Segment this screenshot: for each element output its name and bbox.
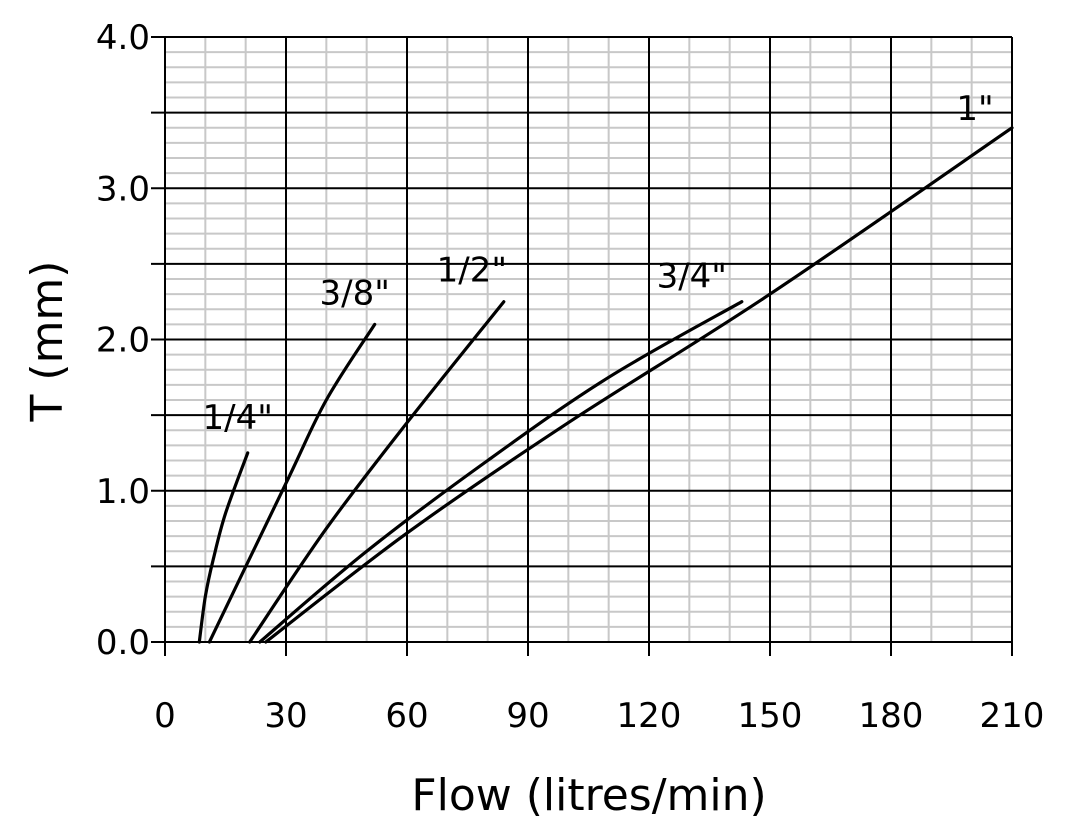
y-tick-label: 4.0 — [96, 18, 150, 58]
series-line-one-inch — [264, 126, 1014, 644]
major-gridlines — [151, 36, 1013, 656]
series-lines — [197, 126, 1014, 644]
y-tick-label: 1.0 — [96, 472, 150, 512]
x-tick-label: 60 — [385, 696, 428, 736]
y-tick-label: 0.0 — [96, 623, 150, 663]
series-line-quarter-inch — [197, 451, 250, 644]
series-label-one-inch: 1" — [956, 89, 993, 129]
y-tick-label: 3.0 — [96, 169, 150, 209]
series-line-three-eighths-inch — [207, 322, 377, 644]
series-label-quarter-inch: 1/4" — [203, 398, 273, 438]
x-tick-label: 180 — [859, 696, 924, 736]
series-label-three-quarter-inch: 3/4" — [657, 257, 727, 297]
x-tick-label: 120 — [617, 696, 682, 736]
series-label-half-inch: 1/2" — [437, 251, 507, 291]
series-line-three-quarter-inch — [258, 300, 744, 644]
y-axis-title: T (mm) — [22, 261, 73, 423]
x-tick-label: 210 — [980, 696, 1045, 736]
series-line-half-inch — [248, 300, 506, 644]
y-axis-ticks: 0.0 1.0 2.0 3.0 4.0 — [96, 18, 150, 663]
x-tick-label: 90 — [506, 696, 549, 736]
series-label-three-eighths-inch: 3/8" — [320, 273, 390, 313]
x-axis-ticks: 0 30 60 90 120 150 180 210 — [154, 696, 1044, 736]
x-tick-label: 0 — [154, 696, 176, 736]
y-tick-label: 2.0 — [96, 321, 150, 361]
x-tick-label: 150 — [738, 696, 803, 736]
x-axis-title: Flow (litres/min) — [411, 770, 766, 820]
series-labels: 1/4" 3/8" 1/2" 3/4" 1" — [203, 89, 994, 438]
x-tick-label: 30 — [264, 696, 307, 736]
